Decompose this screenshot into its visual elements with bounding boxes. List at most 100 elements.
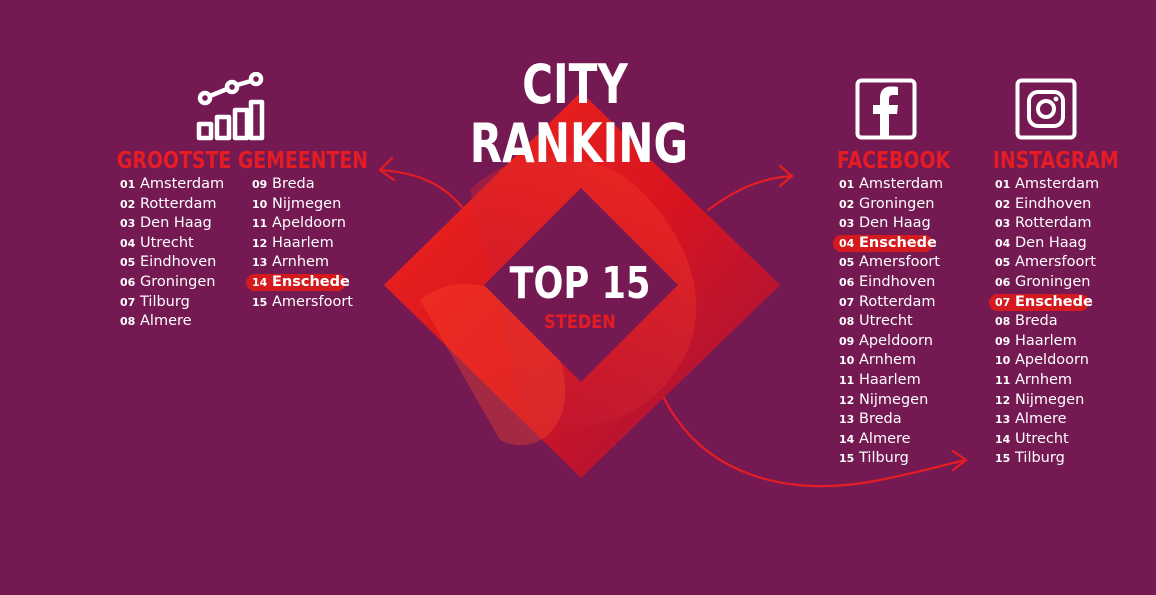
rank-number: 08 [120,315,136,329]
city-name: Nijmegen [272,195,342,212]
rank-number: 06 [995,275,1011,289]
city-name: Breda [272,176,315,192]
growth-chart-icon [196,72,265,141]
ranking-item: 03 Rotterdam [995,214,1099,234]
city-name: Groningen [1015,273,1091,290]
instagram-icon [1015,78,1077,140]
city-name: Apeldoorn [859,332,933,349]
city-name: Den Haag [1015,234,1087,251]
diamond-inner [484,188,678,382]
ranking-item: 04 Den Haag [995,234,1099,254]
arrow-bottom-head [951,449,968,472]
city-name: Breda [859,411,902,428]
rank-number: 02 [120,197,136,211]
rank-number: 11 [995,373,1011,387]
city-name: Utrecht [859,313,913,330]
city-name: Amersfoort [272,293,353,310]
ranking-item: 14 Enschede [246,273,353,293]
city-name: Haarlem [272,234,334,251]
city-name: Tilburg [859,450,909,467]
facebook-icon [855,78,917,140]
steden-label: STEDEN [544,311,616,333]
city-name: Den Haag [140,215,212,232]
rank-number: 05 [120,256,136,270]
gemeenten-list-2: 09 Breda 10 Nijmegen 11 Apeldoorn 12 Haarlem 13 A… [246,175,353,312]
ranking-item: 06 Eindhoven [839,273,943,293]
rank-number: 13 [839,413,855,427]
rank-number: 14 [252,275,268,289]
rank-number: 03 [839,217,855,231]
ranking-item: 12 Nijmegen [995,391,1099,411]
ranking-item: 05 Amersfoort [839,253,943,273]
rank-number: 13 [252,256,268,270]
ranking-item: 15 Tilburg [995,449,1099,469]
city-name: Apeldoorn [1015,352,1089,369]
rank-number: 01 [839,178,855,191]
rank-number: 15 [252,295,268,309]
city-name: Eindhoven [859,273,936,290]
arrow-bottom [662,396,967,488]
ranking-item: 03 Den Haag [120,214,224,234]
ranking-item: 02 Eindhoven [995,195,1099,215]
ranking-item: 08 Utrecht [839,312,943,332]
rank-number: 08 [839,315,855,329]
ranking-item: 13 Almere [995,410,1099,430]
rank-number: 03 [120,217,136,231]
ranking-item: 10 Nijmegen [252,195,353,215]
ranking-item: 04 Enschede [832,234,943,254]
city-name: Nijmegen [1015,391,1085,408]
rank-number: 04 [995,236,1011,250]
ranking-item: 09 Breda [252,175,353,195]
ranking-item: 02 Rotterdam [120,195,224,215]
facebook-list: 01 Amsterdam 02 Groningen 03 Den Haag 04 Ensche… [832,175,943,469]
ranking-item: 14 Utrecht [995,430,1099,450]
arrow-right [706,174,794,212]
rank-number: 07 [839,295,855,309]
city-name: Nijmegen [859,391,929,408]
rank-number: 12 [252,236,268,250]
city-name: Almere [140,313,192,330]
rank-number: 07 [995,295,1011,309]
rank-number: 10 [995,354,1011,368]
title-line-2: RANKING [469,112,689,175]
city-name: Rotterdam [140,195,217,212]
city-name: Enschede [859,234,937,251]
ranking-item: 13 Arnhem [252,253,353,273]
city-name: Groningen [859,195,935,212]
ranking-item: 01 Amsterdam [839,175,943,195]
city-name: Utrecht [1015,430,1069,447]
rank-number: 03 [995,217,1011,231]
rank-number: 11 [252,217,268,231]
rank-number: 15 [839,452,855,466]
arrow-left-head [378,156,396,182]
city-name: Amsterdam [859,176,944,192]
rank-number: 09 [839,334,855,348]
city-name: Almere [859,430,911,447]
city-name: Amsterdam [1015,176,1100,192]
ranking-item: 11 Apeldoorn [252,214,353,234]
city-name: Arnhem [859,352,917,369]
city-name: Eindhoven [1015,195,1092,212]
gemeenten-list-1: 01 Amsterdam 02 Rotterdam 03 Den Haag 04 Utrech… [120,175,224,332]
gemeenten-heading: GROOTSTE GEMEENTEN [117,148,369,174]
city-name: Apeldoorn [272,215,346,232]
arrow-left [378,168,464,209]
city-name: Almere [1015,411,1067,428]
rank-number: 02 [995,197,1011,211]
rank-number: 15 [995,452,1011,466]
city-name: Haarlem [1015,332,1077,349]
ranking-item: 14 Almere [839,430,943,450]
rank-number: 05 [839,256,855,270]
ranking-item: 12 Haarlem [252,234,353,254]
rank-number: 02 [839,197,855,211]
ranking-item: 01 Amsterdam [120,175,224,195]
ranking-item: 03 Den Haag [839,214,943,234]
rank-number: 01 [995,178,1011,191]
ranking-item: 02 Groningen [839,195,943,215]
rank-number: 13 [995,413,1011,427]
ranking-item: 07 Tilburg [120,293,224,313]
rank-number: 12 [995,393,1011,407]
rank-number: 10 [839,354,855,368]
ranking-item: 08 Breda [995,312,1099,332]
